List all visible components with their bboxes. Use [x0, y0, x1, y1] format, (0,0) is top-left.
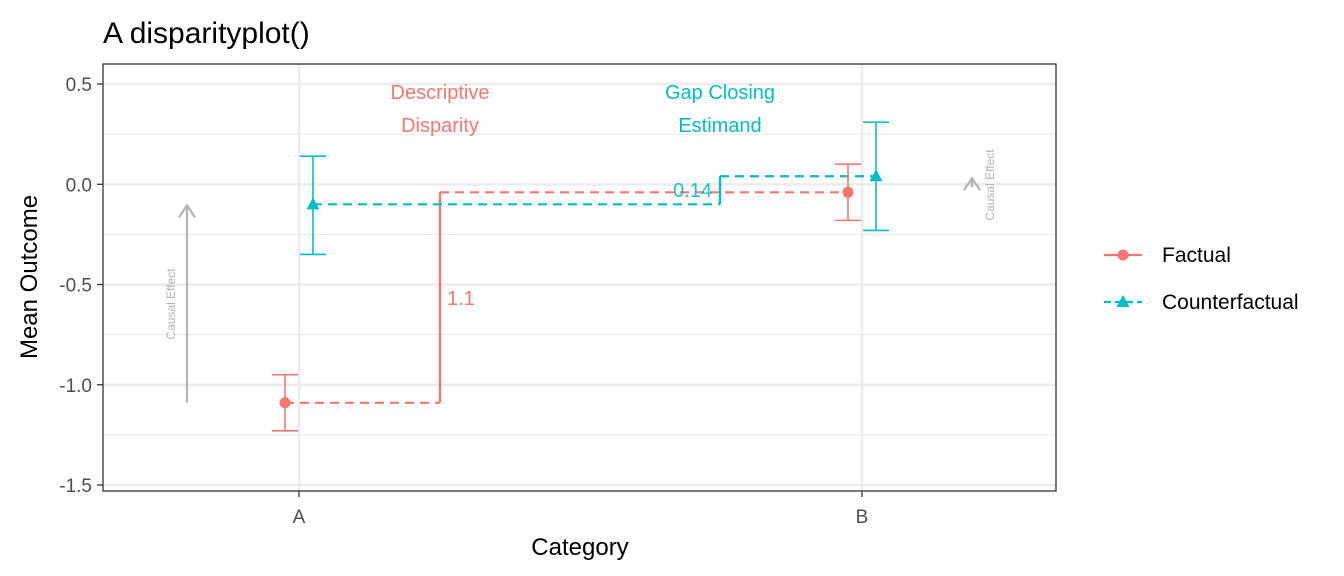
axis-layer: 0.5 0.0 -0.5 -1.0 -1.5 A B — [59, 75, 868, 528]
gap-closing-label-line1: Gap Closing — [665, 82, 775, 104]
y-tick-label: -1.5 — [59, 476, 92, 497]
causal-effect-label-b: Causal Effect — [983, 149, 997, 221]
causal-effect-arrow-b-head — [963, 176, 981, 191]
y-tick-label: -1.0 — [59, 376, 92, 397]
y-tick-label: -0.5 — [59, 276, 92, 297]
chart-title: A disparityplot() — [103, 17, 310, 50]
legend-key-circle — [1117, 249, 1129, 261]
y-axis-title: Mean Outcome — [16, 195, 43, 359]
x-tick-label: B — [856, 507, 869, 528]
causal-effect-arrow-a-head — [178, 203, 196, 218]
counterfactual-point-A — [306, 197, 320, 210]
factual-point-B — [842, 186, 854, 198]
legend: Factual Counterfactual — [1104, 244, 1299, 314]
descriptive-disparity-label-line1: Descriptive — [391, 82, 490, 104]
legend-label: Factual — [1162, 244, 1231, 267]
x-axis-title: Category — [531, 534, 628, 561]
descriptive-disparity-value: 1.1 — [447, 288, 475, 310]
counterfactual-point-B — [869, 169, 883, 182]
y-tick-label: 0.0 — [66, 175, 92, 196]
plot-panel-border — [102, 63, 1057, 492]
data-layer — [272, 121, 889, 432]
descriptive-disparity-label-line2: Disparity — [401, 115, 479, 137]
causal-effect-label-a: Causal Effect — [164, 268, 178, 340]
legend-label: Counterfactual — [1162, 291, 1299, 314]
gap-closing-value: 0.14 — [673, 180, 712, 202]
legend-key-triangle — [1116, 295, 1130, 307]
annotation-text-layer: Descriptive Disparity Gap Closing Estima… — [164, 82, 997, 340]
x-tick-label: A — [293, 507, 306, 528]
factual-point-A — [279, 397, 291, 409]
y-tick-label: 0.5 — [66, 75, 92, 96]
grid-layer — [103, 64, 1056, 491]
gap-closing-label-line2: Estimand — [678, 115, 761, 137]
annotation-lines-layer — [178, 175, 981, 404]
